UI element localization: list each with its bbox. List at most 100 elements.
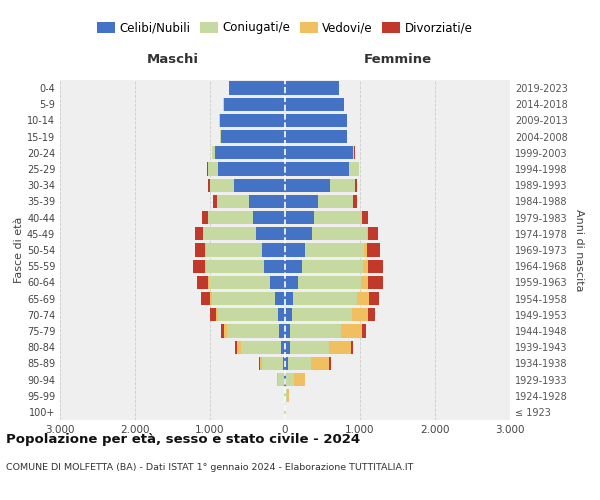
Bar — [275, 292, 285, 305]
Bar — [285, 276, 298, 289]
Bar — [285, 373, 286, 386]
Text: Maschi: Maschi — [146, 54, 199, 66]
Bar — [285, 308, 292, 322]
Bar — [285, 130, 347, 143]
Bar — [361, 276, 368, 289]
Bar — [260, 356, 262, 370]
Bar — [285, 292, 293, 305]
Bar — [302, 260, 363, 273]
Bar — [285, 356, 288, 370]
Bar — [237, 340, 241, 354]
Bar — [209, 276, 270, 289]
Bar — [283, 356, 285, 370]
Bar — [205, 244, 262, 256]
Bar — [285, 162, 349, 175]
Bar — [262, 244, 285, 256]
Bar — [314, 211, 361, 224]
Bar — [241, 340, 281, 354]
Bar — [369, 292, 379, 305]
Bar — [312, 227, 367, 240]
Bar — [362, 211, 368, 224]
Bar — [285, 146, 353, 160]
Bar — [290, 324, 341, 338]
Bar — [361, 211, 362, 224]
Bar — [285, 340, 290, 354]
Bar — [351, 340, 353, 354]
Bar — [357, 292, 369, 305]
Bar — [195, 227, 203, 240]
Bar — [193, 260, 205, 273]
Bar — [215, 146, 285, 160]
Bar — [368, 227, 378, 240]
Bar — [367, 227, 368, 240]
Bar — [213, 195, 217, 208]
Y-axis label: Anni di nascita: Anni di nascita — [574, 208, 584, 291]
Text: Popolazione per età, sesso e stato civile - 2024: Popolazione per età, sesso e stato civil… — [6, 432, 360, 446]
Bar — [285, 324, 290, 338]
Bar — [262, 356, 283, 370]
Bar — [197, 276, 208, 289]
Bar — [253, 211, 285, 224]
Bar — [249, 195, 285, 208]
Bar — [234, 178, 285, 192]
Bar — [212, 292, 275, 305]
Bar — [287, 389, 289, 402]
Bar — [286, 389, 287, 402]
Bar — [256, 227, 285, 240]
Bar — [211, 292, 212, 305]
Bar — [196, 244, 205, 256]
Bar — [223, 98, 285, 111]
Bar — [361, 324, 366, 338]
Bar — [281, 340, 285, 354]
Bar — [218, 308, 277, 322]
Bar — [221, 130, 285, 143]
Bar — [368, 308, 375, 322]
Bar — [292, 308, 352, 322]
Bar — [353, 146, 355, 160]
Bar — [218, 162, 285, 175]
Bar — [202, 211, 208, 224]
Bar — [367, 260, 383, 273]
Bar — [363, 260, 367, 273]
Bar — [290, 340, 329, 354]
Bar — [208, 276, 209, 289]
Bar — [286, 373, 293, 386]
Bar — [285, 244, 305, 256]
Y-axis label: Fasce di età: Fasce di età — [14, 217, 24, 283]
Bar — [235, 340, 237, 354]
Bar — [352, 308, 368, 322]
Bar — [270, 276, 285, 289]
Bar — [208, 211, 253, 224]
Bar — [285, 211, 314, 224]
Bar — [217, 195, 249, 208]
Legend: Celibi/Nubili, Coniugati/e, Vedovi/e, Divorziati/e: Celibi/Nubili, Coniugati/e, Vedovi/e, Di… — [97, 22, 473, 35]
Bar — [210, 178, 234, 192]
Bar — [220, 114, 285, 127]
Bar — [220, 130, 221, 143]
Bar — [285, 227, 312, 240]
Bar — [305, 244, 364, 256]
Bar — [208, 178, 210, 192]
Bar — [353, 195, 358, 208]
Bar — [229, 82, 285, 94]
Bar — [277, 373, 278, 386]
Bar — [285, 195, 318, 208]
Bar — [212, 146, 215, 160]
Bar — [284, 373, 285, 386]
Bar — [298, 276, 361, 289]
Bar — [329, 340, 351, 354]
Bar — [207, 162, 208, 175]
Text: COMUNE DI MOLFETTA (BA) - Dati ISTAT 1° gennaio 2024 - Elaborazione TUTTITALIA.I: COMUNE DI MOLFETTA (BA) - Dati ISTAT 1° … — [6, 462, 413, 471]
Bar — [227, 324, 279, 338]
Bar — [279, 324, 285, 338]
Bar — [293, 373, 305, 386]
Bar — [216, 308, 218, 322]
Bar — [285, 82, 339, 94]
Bar — [285, 98, 343, 111]
Bar — [278, 373, 284, 386]
Bar — [368, 276, 383, 289]
Bar — [367, 244, 380, 256]
Bar — [330, 178, 355, 192]
Bar — [221, 324, 224, 338]
Bar — [224, 324, 227, 338]
